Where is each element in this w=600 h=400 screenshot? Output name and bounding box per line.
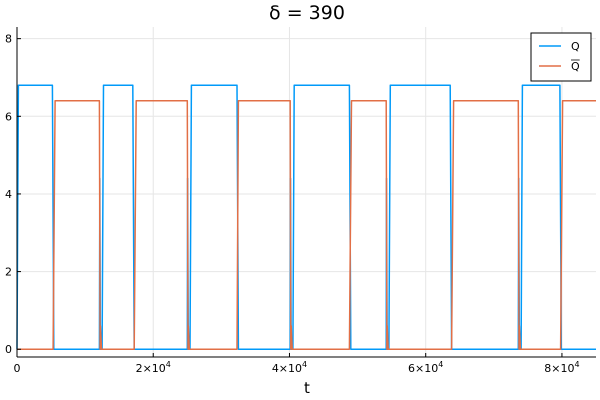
y-tick-label-2: 4 [5,188,12,201]
series-line-0 [16,84,596,350]
legend-label-1: Q [571,60,580,73]
chart-title: δ = 390 [269,2,345,24]
y-tick-label-0: 0 [5,343,12,356]
x-axis-label: t [304,379,310,397]
y-tick-label-1: 2 [5,266,12,279]
y-tick-label-4: 8 [5,33,12,46]
legend-box [530,32,592,82]
x-tick-label-1: 2×104 [136,360,171,375]
x-tick-exponent-2: 4 [302,360,307,369]
y-tick-label-3: 6 [5,110,12,123]
grid [16,27,596,357]
x-tick-label-0: 0 [14,362,21,375]
legend-label-0: Q [571,40,580,53]
axes [16,27,596,358]
x-tick-label-2: 4×104 [272,360,307,375]
series-line-1 [17,100,596,350]
x-tick-exponent-4: 4 [575,360,580,369]
x-tick-exponent-1: 4 [166,360,171,369]
series-group [16,84,596,350]
x-tick-label-3: 6×104 [408,360,443,375]
x-tick-label-4: 8×104 [544,360,579,375]
tick-labels: 0 2×104 4×104 6×104 8×104 0 2 4 6 8 [5,33,580,375]
x-tick-exponent-3: 4 [438,360,443,369]
legend: QQ [530,32,592,82]
